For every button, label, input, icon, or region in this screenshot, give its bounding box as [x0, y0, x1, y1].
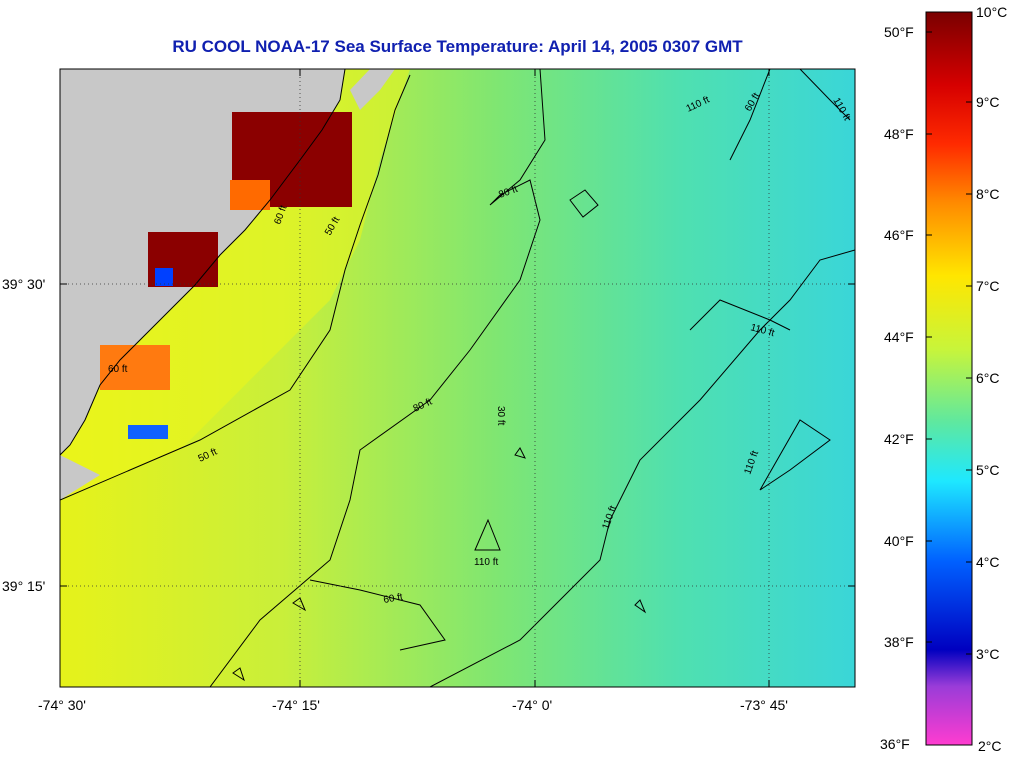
colorbar-f-label: 38°F	[884, 634, 914, 650]
map-title: RU COOL NOAA-17 Sea Surface Temperature:…	[172, 37, 743, 56]
coastline	[60, 69, 346, 456]
colorbar-c-label: 7°C	[976, 278, 1000, 294]
colorbar-f-label: 48°F	[884, 126, 914, 142]
colorbar-c-label: 5°C	[976, 462, 1000, 478]
contour-label: 110 ft	[474, 557, 498, 568]
colorbar-f-label: 36°F	[880, 736, 910, 752]
colorbar-c-label: 6°C	[976, 370, 1000, 386]
lon-label: -73° 45'	[740, 697, 788, 713]
lat-label: 39° 30'	[2, 276, 46, 292]
lat-label: 39° 15'	[2, 578, 46, 594]
colorbar-c-label: 2°C	[978, 738, 1002, 754]
contour-label: 60 ft	[383, 592, 404, 606]
contour-80ft	[209, 69, 546, 687]
lon-label: -74° 30'	[38, 697, 86, 713]
contour-label: 60 ft	[108, 364, 128, 375]
lon-label: -74° 0'	[512, 697, 553, 713]
colorbar-c-label: 3°C	[976, 646, 1000, 662]
colorbar-f-label: 40°F	[884, 533, 914, 549]
colorbar-c-label: 4°C	[976, 554, 1000, 570]
contour-110ft	[429, 249, 855, 687]
land-new-jersey	[60, 69, 395, 455]
lon-label: -74° 15'	[272, 697, 320, 713]
contour-80ft-outer	[309, 579, 446, 651]
colorbar-f-label: 50°F	[884, 24, 914, 40]
contour-label: 30 ft	[495, 406, 506, 426]
colorbar	[925, 11, 973, 746]
colorbar-f-label: 44°F	[884, 329, 914, 345]
colorbar-c-label: 9°C	[976, 94, 1000, 110]
colorbar-c-label: 8°C	[976, 186, 1000, 202]
contour-50ft	[60, 74, 411, 501]
colorbar-c-label: 10°C	[976, 4, 1008, 20]
map-frame	[59, 68, 856, 688]
colorbar-f-label: 46°F	[884, 227, 914, 243]
colorbar-f-label: 42°F	[884, 431, 914, 447]
